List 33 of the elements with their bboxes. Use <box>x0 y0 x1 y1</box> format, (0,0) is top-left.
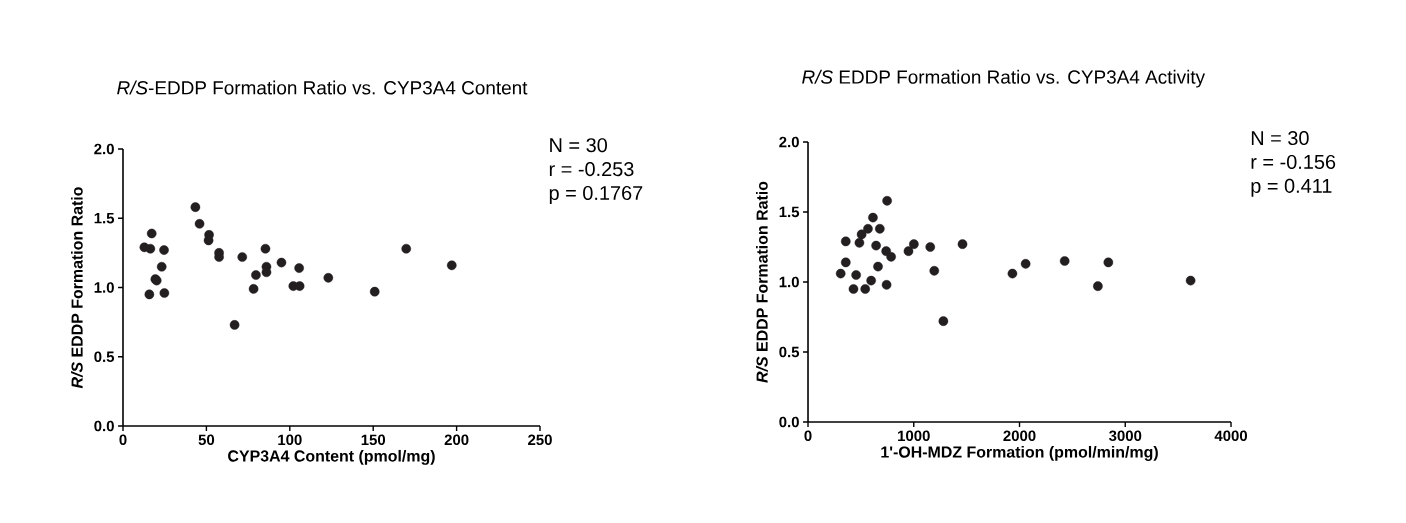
y-tick-label: 0.0 <box>94 420 114 432</box>
chart-title: R/S EDDP Formation Ratio vs. CYP3A4 Activity <box>802 69 1206 88</box>
x-tick-label: 1000 <box>898 430 930 442</box>
y-tick-label: 1.5 <box>779 206 800 218</box>
text: N = 30 <box>1251 131 1309 146</box>
y-tick-label: 1.0 <box>94 282 114 293</box>
y-tick-label: 1.0 <box>779 276 799 288</box>
y-tick-label: 1.5 <box>94 213 115 224</box>
y-tick-label: 2.0 <box>779 136 799 148</box>
x-tick-label: 2000 <box>1003 430 1036 442</box>
y-tick-label: 0.5 <box>779 346 800 358</box>
x-axis-title: 1'-OH-MDZ Formation (pmol/min/mg) <box>881 445 1158 461</box>
x-tick-label: 200 <box>444 434 469 446</box>
y-axis-title: R/S EDDP Formation Ratio <box>71 187 83 389</box>
x-tick-label: 0 <box>119 434 127 446</box>
text: r = -0.253 <box>549 162 634 177</box>
y-tick-label: 0.5 <box>94 351 115 363</box>
x-tick-label: 4000 <box>1214 430 1248 442</box>
text: N = 30 <box>550 138 607 153</box>
y-axis-title: R/S EDDP Formation Ratio <box>756 181 768 383</box>
text: r = -0.156 <box>1251 154 1336 170</box>
x-tick-label: 150 <box>361 434 386 446</box>
y-tick-label: 2.0 <box>94 143 114 155</box>
x-tick-label: 250 <box>528 434 552 446</box>
x-tick-label: 3000 <box>1108 430 1142 442</box>
x-tick-label: 100 <box>278 434 302 446</box>
y-tick-label: 0.0 <box>779 416 799 428</box>
x-axis-title: CYP3A4 Content (pmol/mg) <box>228 449 435 465</box>
x-tick-label: 0 <box>804 430 812 442</box>
chart-title: R/S-EDDP Formation Ratio vs. CYP3A4 Content <box>117 80 528 95</box>
text: p = 0.1767 <box>549 185 643 204</box>
x-tick-label: 50 <box>198 434 215 446</box>
text: p = 0.411 <box>1251 178 1332 197</box>
